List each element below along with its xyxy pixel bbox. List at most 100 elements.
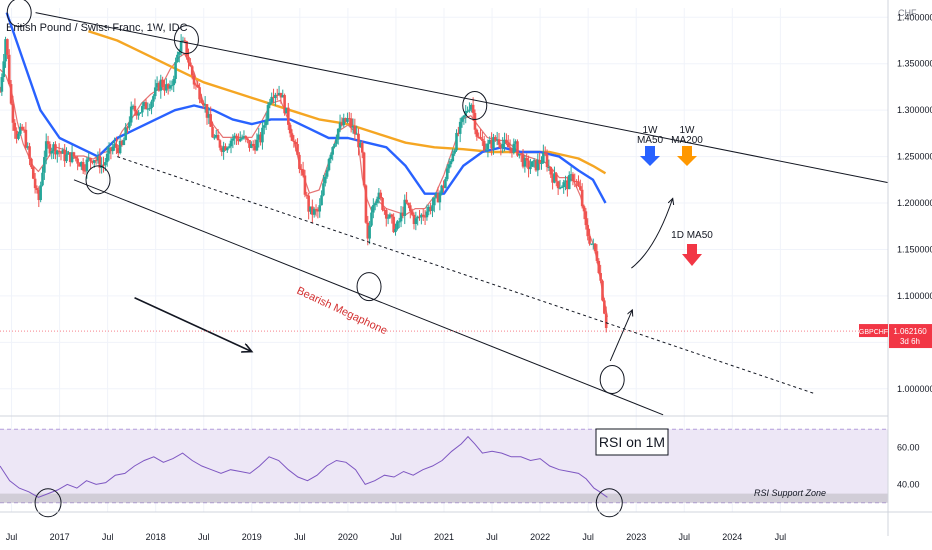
candle-body-198 — [364, 185, 368, 223]
candle-body-137 — [251, 143, 255, 146]
candle-body-201 — [370, 212, 373, 226]
candle-body-39 — [70, 152, 74, 163]
candle-body-170 — [312, 208, 316, 215]
candle-body-215 — [396, 221, 399, 230]
candle-body-159 — [292, 140, 296, 142]
candle-body-276 — [508, 147, 512, 149]
ma50-1w-label-2: MA50 — [637, 135, 664, 146]
candle-body-289 — [532, 160, 536, 162]
candle-body-261 — [481, 138, 484, 141]
megaphone-mid-line — [117, 156, 815, 394]
candle-body-188 — [346, 118, 349, 122]
candle-body-52 — [94, 160, 98, 162]
candle-body-93 — [170, 85, 174, 87]
candle-body-221 — [407, 202, 410, 206]
candle-body-26 — [46, 141, 50, 145]
candle-body-273 — [503, 139, 506, 144]
candle-body-106 — [194, 84, 198, 86]
candle-body-292 — [538, 159, 541, 164]
candle-body-14 — [24, 129, 28, 148]
candle-body-169 — [311, 206, 314, 215]
candle-body-15 — [26, 146, 30, 148]
last-price-label: 1.062160 — [893, 327, 927, 336]
candle-body-130 — [238, 138, 242, 142]
time-tick-10: Jul — [486, 532, 498, 542]
candle-body-310 — [571, 174, 575, 181]
candle-body-71 — [129, 106, 133, 123]
candle-body-28 — [50, 151, 54, 154]
candle-body-326 — [601, 280, 604, 301]
candle-body-94 — [172, 78, 176, 86]
candle-body-202 — [372, 205, 375, 213]
time-tick-8: Jul — [390, 532, 402, 542]
candle-body-305 — [562, 182, 565, 188]
candle-body-143 — [262, 125, 266, 128]
candle-body-294 — [542, 152, 545, 163]
candle-body-232 — [427, 206, 431, 212]
candle-body-91 — [166, 84, 170, 89]
megaphone-upper-line — [35, 12, 889, 184]
candle-body-233 — [429, 206, 432, 211]
candle-body-269 — [495, 139, 499, 141]
candle-body-68 — [124, 127, 127, 141]
candle-body-129 — [237, 138, 240, 142]
candle-body-206 — [379, 192, 383, 199]
candle-body-120 — [220, 147, 224, 152]
candle-body-50 — [91, 160, 94, 163]
candle-body-256 — [471, 104, 475, 113]
candle-body-304 — [560, 187, 564, 189]
touch-circle-3 — [356, 272, 382, 302]
candle-body-224 — [412, 214, 416, 225]
candle-body-57 — [104, 162, 107, 166]
candle-body-204 — [375, 199, 379, 204]
candle-body-77 — [141, 106, 144, 113]
currency-label: CHF — [898, 8, 917, 18]
rsi-title: RSI on 1M — [599, 434, 665, 450]
candle-body-324 — [597, 260, 601, 274]
candle-body-66 — [120, 140, 124, 146]
candle-body-249 — [458, 121, 462, 134]
candle-body-280 — [516, 141, 519, 156]
rebound-arrow — [609, 310, 632, 362]
candle-body-65 — [118, 140, 122, 154]
candle-body-162 — [298, 154, 301, 169]
candle-body-156 — [287, 107, 290, 125]
candle-body-194 — [357, 133, 360, 148]
candle-body-321 — [591, 243, 595, 245]
candle-body-178 — [327, 159, 331, 171]
candle-body-240 — [442, 185, 445, 189]
candle-body-90 — [165, 84, 168, 91]
time-axis: Jul 2017 Jul 2018 Jul 2019 Jul 2020 Jul 2021 Jul 20… — [0, 511, 932, 542]
candle-body-53 — [96, 155, 100, 161]
candle-body-49 — [89, 158, 92, 161]
candle-body-21 — [37, 189, 41, 201]
rsi-zone — [0, 429, 888, 503]
candle-body-287 — [529, 166, 532, 170]
candle-body-126 — [231, 138, 235, 141]
candle-body-220 — [405, 199, 408, 203]
candle-body-211 — [388, 214, 392, 218]
candle-body-72 — [131, 105, 135, 107]
candle-body-264 — [486, 143, 490, 150]
candle-body-271 — [499, 144, 503, 149]
candle-body-177 — [325, 170, 329, 177]
candle-body-76 — [139, 112, 142, 114]
candle-body-127 — [233, 135, 237, 139]
candle-body-27 — [48, 144, 52, 154]
candle-body-228 — [420, 214, 423, 218]
candle-body-30 — [54, 144, 57, 155]
candle-body-175 — [322, 183, 325, 196]
time-tick-16: Jul — [775, 532, 787, 542]
candle-body-3 — [4, 39, 7, 62]
candle-body-223 — [410, 211, 414, 215]
candle-body-218 — [401, 212, 405, 216]
candle-body-257 — [473, 112, 477, 130]
candle-body-307 — [566, 180, 569, 190]
candle-body-124 — [227, 146, 231, 148]
candle-body-282 — [519, 153, 523, 155]
candle-body-117 — [214, 134, 218, 138]
candle-body-199 — [366, 222, 370, 239]
candle-body-174 — [320, 195, 323, 206]
candle-body-155 — [285, 107, 288, 114]
